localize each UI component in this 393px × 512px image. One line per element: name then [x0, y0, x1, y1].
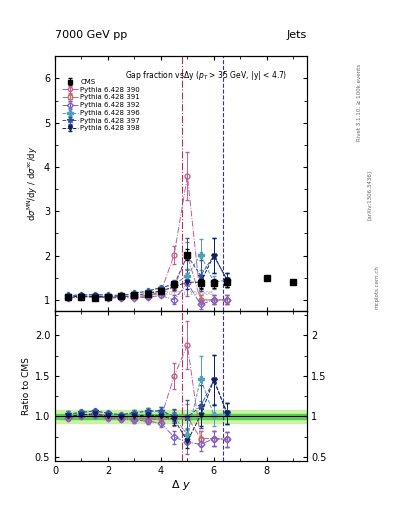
Text: Rivet 3.1.10, ≥ 100k events: Rivet 3.1.10, ≥ 100k events — [357, 64, 362, 141]
Text: [arXiv:1306.3436]: [arXiv:1306.3436] — [367, 169, 372, 220]
Y-axis label: Ratio to CMS: Ratio to CMS — [22, 357, 31, 415]
Text: CMS_2012_I1102908: CMS_2012_I1102908 — [148, 290, 213, 296]
Text: 7000 GeV pp: 7000 GeV pp — [55, 30, 127, 40]
Text: Gap fraction vs$\Delta$y ($\mathit{p}_\mathit{T}$ > 35 GeV, |y| < 4.7): Gap fraction vs$\Delta$y ($\mathit{p}_\m… — [125, 69, 287, 82]
Text: Jets: Jets — [286, 30, 307, 40]
X-axis label: $\Delta\ y$: $\Delta\ y$ — [171, 478, 191, 493]
Y-axis label: $\mathrm{d}\sigma^\mathrm{MN}/\mathrm{d}y\ /\ \mathrm{d}\sigma^\mathrm{xc}/\math: $\mathrm{d}\sigma^\mathrm{MN}/\mathrm{d}… — [25, 146, 40, 221]
Legend: CMS, Pythia 6.428 390, Pythia 6.428 391, Pythia 6.428 392, Pythia 6.428 396, Pyt: CMS, Pythia 6.428 390, Pythia 6.428 391,… — [61, 78, 141, 133]
Text: mcplots.cern.ch: mcplots.cern.ch — [375, 265, 380, 309]
